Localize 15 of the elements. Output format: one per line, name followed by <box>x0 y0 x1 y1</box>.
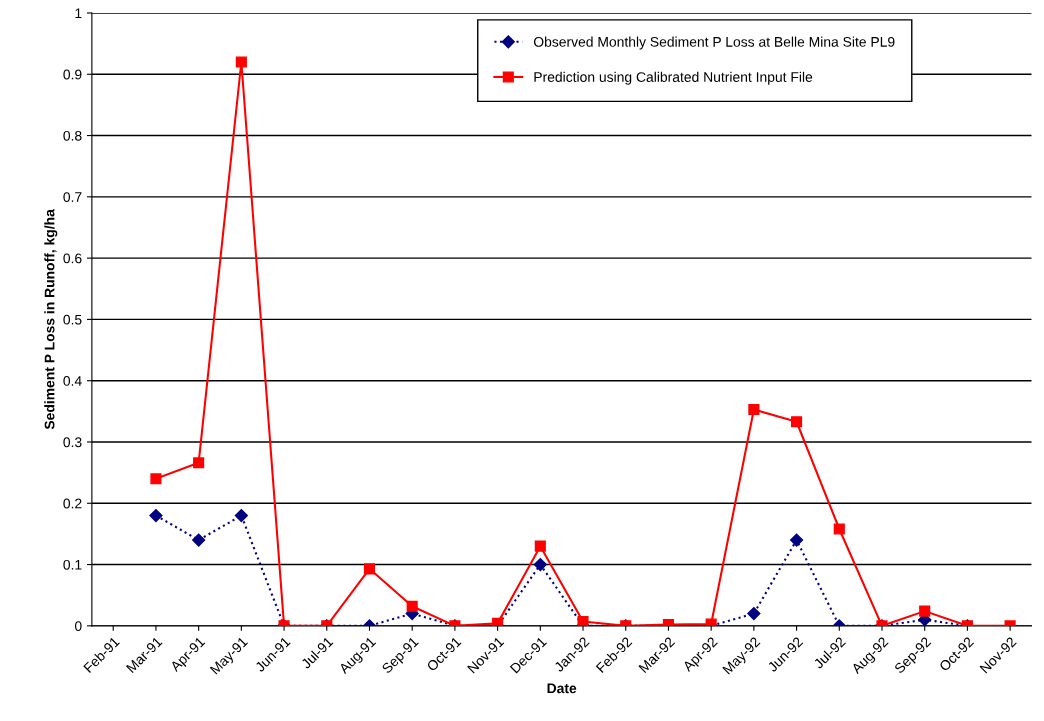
y-tick-label: 0.7 <box>63 192 82 202</box>
y-tick-label: 0.4 <box>63 376 82 386</box>
y-tick-label: 0.8 <box>63 130 82 141</box>
y-tick-label: 0.3 <box>63 437 82 448</box>
y-tick-label: 1 <box>75 8 82 19</box>
y-tick-label: 0.6 <box>63 253 82 264</box>
y-tick-label: 0.9 <box>63 69 82 80</box>
y-tick-label: 0.5 <box>63 314 82 325</box>
y-axis-title: Sediment P Loss in Runoff, kg/ha <box>44 209 58 430</box>
x-axis-title: Date <box>547 683 577 694</box>
y-tick-label: 0.2 <box>63 498 82 509</box>
legend-label: Observed Monthly Sediment P Loss at Belle Mina Site PL9 <box>533 36 895 50</box>
legend-label: Prediction using Calibrated Nutrient Input File <box>534 71 813 85</box>
y-tick-label: 0 <box>74 621 82 631</box>
y-tick-label: 0.1 <box>63 559 82 570</box>
